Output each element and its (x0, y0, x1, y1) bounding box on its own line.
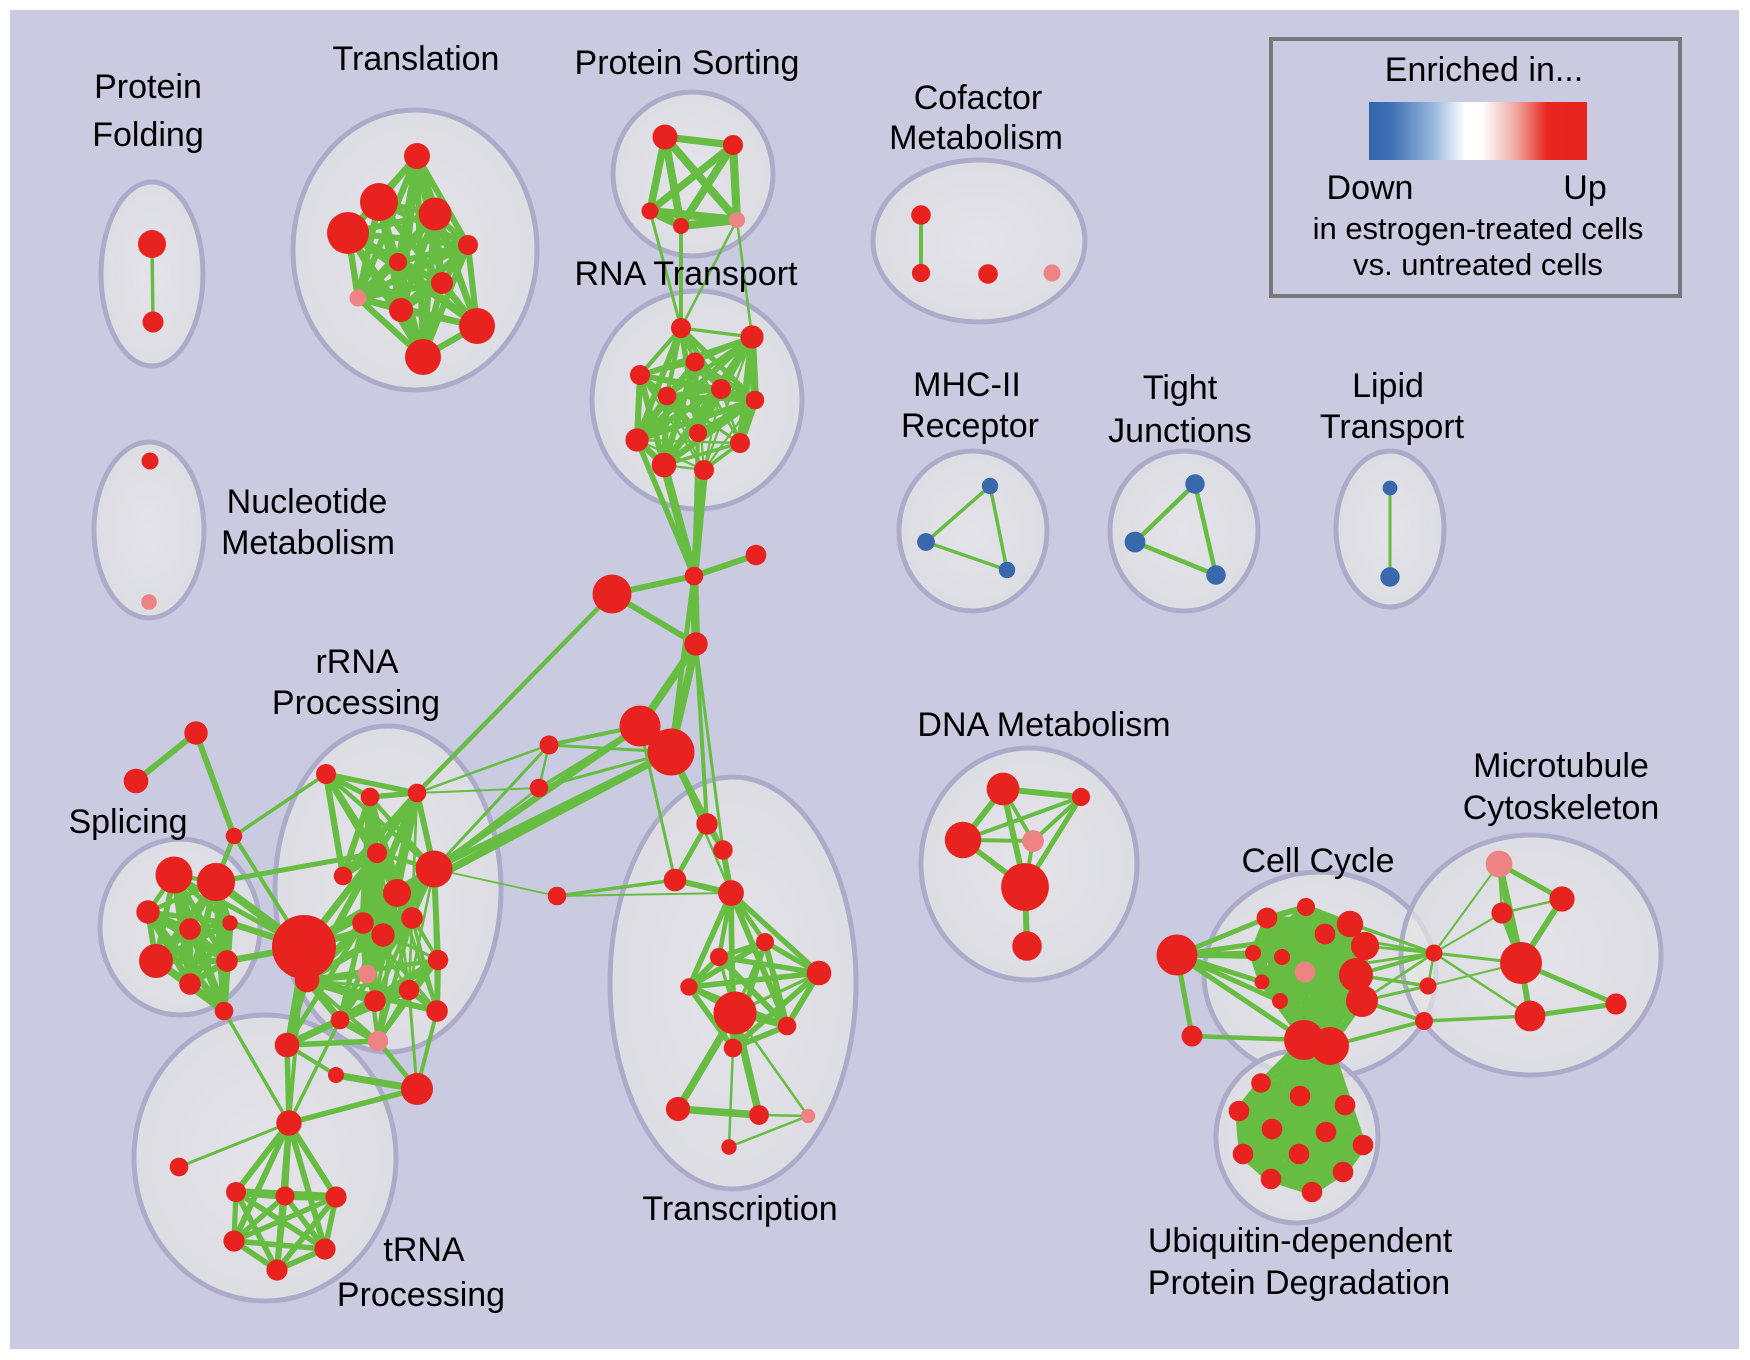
svg-text:Translation: Translation (333, 40, 500, 78)
svg-text:RNA Transport: RNA Transport (575, 255, 799, 293)
svg-text:Tight: Tight (1143, 369, 1218, 407)
svg-text:Protein Sorting: Protein Sorting (575, 44, 800, 82)
svg-text:Protein Degradation: Protein Degradation (1148, 1264, 1450, 1302)
svg-text:Ubiquitin-dependent: Ubiquitin-dependent (1148, 1222, 1453, 1260)
svg-text:DNA Metabolism: DNA Metabolism (917, 706, 1170, 744)
svg-text:Protein: Protein (94, 68, 202, 106)
svg-text:Cofactor: Cofactor (914, 79, 1043, 117)
svg-text:Processing: Processing (337, 1276, 505, 1314)
svg-text:Lipid: Lipid (1352, 367, 1424, 405)
svg-text:MHC-II: MHC-II (913, 366, 1021, 404)
svg-text:Receptor: Receptor (901, 407, 1039, 445)
svg-text:Transcription: Transcription (642, 1190, 837, 1228)
svg-text:Nucleotide: Nucleotide (227, 483, 388, 521)
svg-text:Metabolism: Metabolism (221, 524, 395, 562)
svg-text:Cytoskeleton: Cytoskeleton (1463, 789, 1660, 827)
svg-text:Down: Down (1327, 169, 1414, 207)
svg-text:Splicing: Splicing (68, 803, 187, 841)
svg-text:Cell Cycle: Cell Cycle (1241, 842, 1394, 880)
svg-text:Up: Up (1563, 169, 1606, 207)
svg-text:vs. untreated cells: vs. untreated cells (1353, 247, 1603, 282)
svg-text:Metabolism: Metabolism (889, 119, 1063, 157)
svg-text:Folding: Folding (92, 116, 204, 154)
svg-text:Transport: Transport (1320, 408, 1465, 446)
svg-text:Processing: Processing (272, 684, 440, 722)
svg-text:in estrogen-treated cells: in estrogen-treated cells (1313, 211, 1644, 246)
svg-text:Enriched in...: Enriched in... (1385, 51, 1583, 89)
svg-text:tRNA: tRNA (383, 1231, 465, 1269)
svg-text:Microtubule: Microtubule (1473, 747, 1649, 785)
svg-text:rRNA: rRNA (315, 643, 398, 681)
svg-text:Junctions: Junctions (1108, 412, 1252, 450)
